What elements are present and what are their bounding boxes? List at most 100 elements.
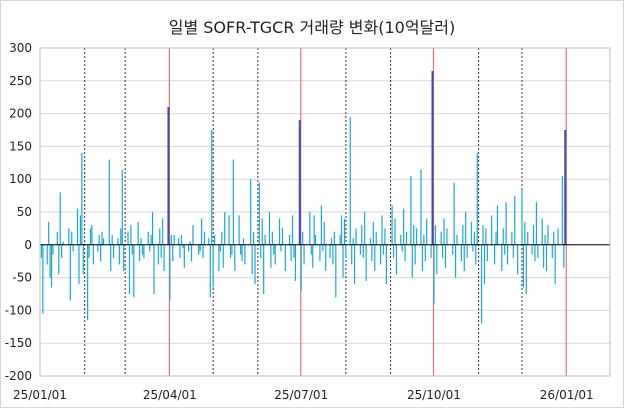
- bar: [361, 225, 363, 245]
- bar: [312, 244, 314, 268]
- bar: [278, 218, 281, 245]
- bar: [496, 205, 499, 245]
- bar: [59, 192, 61, 245]
- bar: [211, 130, 213, 245]
- bar: [517, 244, 519, 275]
- bar: [52, 244, 54, 255]
- bar: [170, 234, 172, 245]
- bar: [130, 225, 132, 245]
- bar: [261, 218, 263, 245]
- bar: [462, 225, 464, 245]
- bar: [504, 244, 506, 255]
- bar: [202, 244, 204, 258]
- bar: [232, 159, 234, 245]
- bar: [198, 244, 200, 255]
- bar: [177, 238, 180, 245]
- bar: [78, 244, 80, 285]
- bar: [421, 244, 424, 272]
- bar: [111, 234, 113, 245]
- bar: [442, 244, 444, 258]
- bar: [81, 152, 83, 245]
- bar: [302, 231, 304, 245]
- bar: [169, 244, 171, 301]
- bar: [293, 244, 295, 258]
- bar: [112, 244, 115, 258]
- bar: [414, 244, 416, 265]
- bar: [118, 244, 120, 265]
- bar: [446, 228, 448, 245]
- bar: [465, 212, 467, 245]
- bar: [323, 221, 325, 245]
- bar: [434, 225, 436, 245]
- bar: [466, 244, 468, 258]
- bar: [433, 244, 435, 304]
- bar: [372, 221, 374, 245]
- bar: [394, 218, 396, 245]
- bar: [183, 244, 185, 268]
- bar: [244, 244, 246, 265]
- bar: [157, 244, 159, 265]
- x-tick-label: 25/01/01: [13, 388, 67, 402]
- bar: [50, 244, 53, 288]
- bar: [483, 244, 486, 285]
- bar: [375, 231, 377, 245]
- bar: [150, 234, 152, 245]
- bar: [470, 221, 473, 245]
- bar: [411, 244, 413, 278]
- bar: [110, 244, 112, 272]
- bar: [270, 244, 272, 268]
- bar: [342, 244, 344, 278]
- bar: [182, 244, 184, 249]
- plot-border: [39, 47, 611, 377]
- y-tick-label: 200: [9, 107, 32, 121]
- bar: [98, 234, 100, 245]
- bar: [452, 244, 454, 255]
- bar: [553, 231, 555, 245]
- bar: [281, 228, 284, 245]
- x-tick-label: 26/01/01: [540, 388, 594, 402]
- bar: [430, 244, 432, 258]
- bar: [545, 244, 548, 272]
- bar: [102, 238, 105, 245]
- bar: [410, 175, 412, 245]
- bar: [199, 244, 201, 252]
- bar: [163, 244, 165, 272]
- bar: [222, 244, 224, 268]
- bar: [493, 244, 496, 265]
- bar: [325, 244, 327, 272]
- bar: [544, 234, 546, 245]
- bar: [62, 241, 64, 245]
- y-tick-label: 100: [9, 172, 32, 186]
- bar: [263, 244, 265, 294]
- bar: [554, 244, 556, 285]
- bar: [352, 238, 354, 245]
- bar: [400, 234, 402, 245]
- bar: [502, 228, 504, 245]
- bar: [319, 244, 321, 262]
- bar: [219, 244, 221, 252]
- bar: [371, 244, 373, 262]
- bar: [512, 244, 514, 258]
- y-tick-label: -150: [5, 336, 32, 350]
- bar: [365, 244, 367, 281]
- bar: [92, 244, 94, 265]
- bar: [153, 244, 155, 294]
- bar: [254, 244, 256, 285]
- y-tick-label: 250: [9, 74, 32, 88]
- bar: [40, 244, 43, 258]
- bar: [128, 244, 131, 294]
- bar: [141, 244, 144, 255]
- bar: [58, 244, 60, 275]
- bar: [224, 212, 226, 245]
- bar: [289, 234, 291, 245]
- bar: [209, 244, 211, 298]
- bar: [453, 182, 455, 245]
- bar: [514, 195, 516, 245]
- bar: [313, 215, 315, 245]
- bar: [511, 231, 513, 245]
- bar: [362, 244, 364, 258]
- bar: [173, 234, 175, 245]
- bar-quarter-end: [431, 70, 434, 245]
